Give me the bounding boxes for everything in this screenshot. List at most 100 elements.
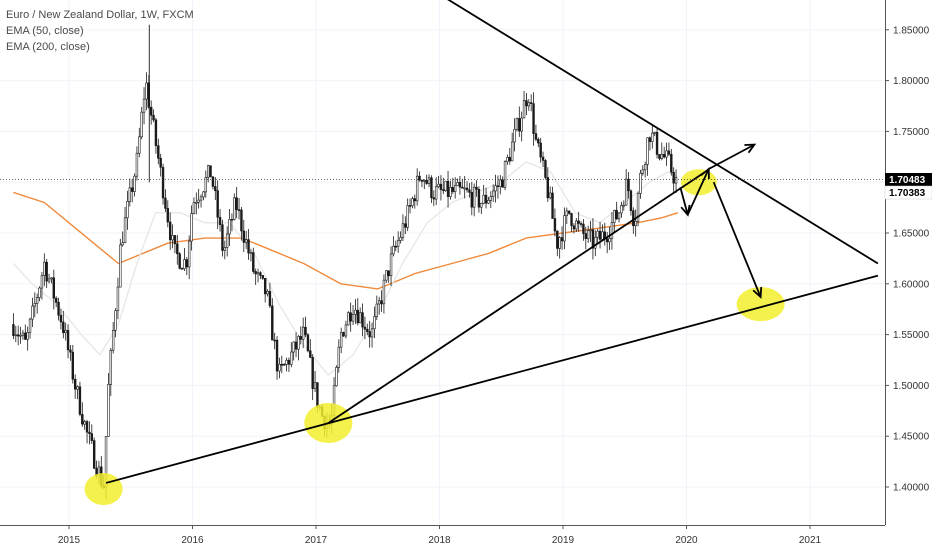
candle-body <box>116 286 120 311</box>
candle-body <box>477 189 481 208</box>
y-axis-ticks[interactable]: 1.850001.800001.750001.700001.650001.600… <box>885 25 930 494</box>
candle-body <box>453 185 457 192</box>
candle-body <box>244 239 248 243</box>
candle-body <box>591 229 595 249</box>
arrow-down-short[interactable] <box>679 187 689 215</box>
candle-body <box>12 324 15 336</box>
y-tick-label: 1.50000 <box>893 381 930 392</box>
ema-price-label: 1.70383 <box>889 188 926 199</box>
candle-body <box>463 187 466 190</box>
candle-body <box>235 197 238 210</box>
candle-body <box>437 183 440 187</box>
candle-body <box>225 233 229 248</box>
candle-body <box>168 221 172 241</box>
candle-body <box>634 220 637 227</box>
candle-body <box>126 201 129 219</box>
candle-body <box>572 225 576 230</box>
candle-body <box>354 309 357 315</box>
candles <box>12 24 678 499</box>
candle-body <box>465 187 469 191</box>
candle-body <box>349 312 352 322</box>
candle-body <box>361 312 364 328</box>
support-trendline-long[interactable] <box>105 274 879 484</box>
candle-body <box>470 192 473 208</box>
candle-body <box>38 287 41 298</box>
candle-body <box>672 171 675 184</box>
candle-body <box>294 341 298 350</box>
candle-body <box>173 235 177 245</box>
support-trendline-short[interactable] <box>327 171 706 424</box>
candle-body <box>128 187 131 202</box>
candle-body <box>632 210 635 227</box>
ema-50-legend: EMA (50, close) <box>6 25 84 37</box>
candle-body <box>114 310 117 331</box>
candle-body <box>456 181 459 186</box>
candle-body <box>290 351 293 365</box>
candle-body <box>306 334 310 352</box>
candle-body <box>185 259 188 268</box>
candle-body <box>480 202 483 208</box>
candle-body <box>560 237 564 242</box>
candle-body <box>263 277 267 295</box>
candle-body <box>434 186 438 200</box>
ema-200-legend: EMA (200, close) <box>6 41 90 53</box>
candle-body <box>54 297 58 303</box>
candle-body <box>216 190 219 218</box>
candle-body <box>223 247 226 251</box>
candle-body <box>496 185 500 188</box>
candle-body <box>176 243 179 255</box>
x-axis-ticks[interactable]: 2015 2016 2017 2018 2019 2020 2021 <box>58 525 822 546</box>
candle-body <box>135 152 139 177</box>
candle-body <box>575 220 578 230</box>
candle-body <box>142 98 146 113</box>
candle-body <box>629 190 633 211</box>
candle-body <box>617 212 621 220</box>
candle-body <box>254 271 257 275</box>
arrow-up-long[interactable] <box>708 143 755 170</box>
candle-body <box>138 136 141 154</box>
candle-body <box>311 357 314 389</box>
candle-body <box>69 349 72 353</box>
candle-body <box>282 364 286 366</box>
candle-body <box>387 270 390 277</box>
candle-body <box>622 204 626 207</box>
resistance-trendline[interactable] <box>440 0 879 265</box>
candle-body <box>442 189 445 191</box>
candle-body <box>52 277 56 299</box>
plot-area[interactable] <box>0 0 885 525</box>
arrow-down-target[interactable] <box>712 181 762 298</box>
candle-body <box>589 229 592 232</box>
candle-body <box>420 179 424 182</box>
candle-body <box>337 346 340 368</box>
candle-body <box>21 332 25 336</box>
candle-body <box>406 205 409 228</box>
candle-body <box>527 102 531 107</box>
x-tick-label: 2019 <box>552 535 575 546</box>
candle-body <box>411 198 414 207</box>
candle-body <box>214 186 217 191</box>
candle-body <box>570 213 573 227</box>
candle-body <box>423 179 426 182</box>
candle-body <box>313 382 317 389</box>
candle-body <box>358 312 362 324</box>
candle-body <box>582 223 585 234</box>
candle-body <box>299 336 302 340</box>
candle-body <box>157 145 160 159</box>
symbol-title: Euro / New Zealand Dollar, 1W, FXCM <box>6 9 194 21</box>
candle-body <box>240 209 243 232</box>
candle-body <box>468 189 471 193</box>
candle-body <box>624 178 628 206</box>
candle-body <box>385 270 388 281</box>
candle-body <box>643 164 647 171</box>
candle-body <box>218 216 222 226</box>
candle-body <box>161 167 165 199</box>
candle-body <box>16 334 20 337</box>
arrow-up-short[interactable] <box>686 168 710 216</box>
candle-body <box>183 259 186 270</box>
trendlines[interactable] <box>105 0 879 484</box>
candle-body <box>646 137 649 165</box>
candle-body <box>537 139 540 144</box>
candle-body <box>665 150 668 158</box>
candle-body <box>648 137 652 142</box>
